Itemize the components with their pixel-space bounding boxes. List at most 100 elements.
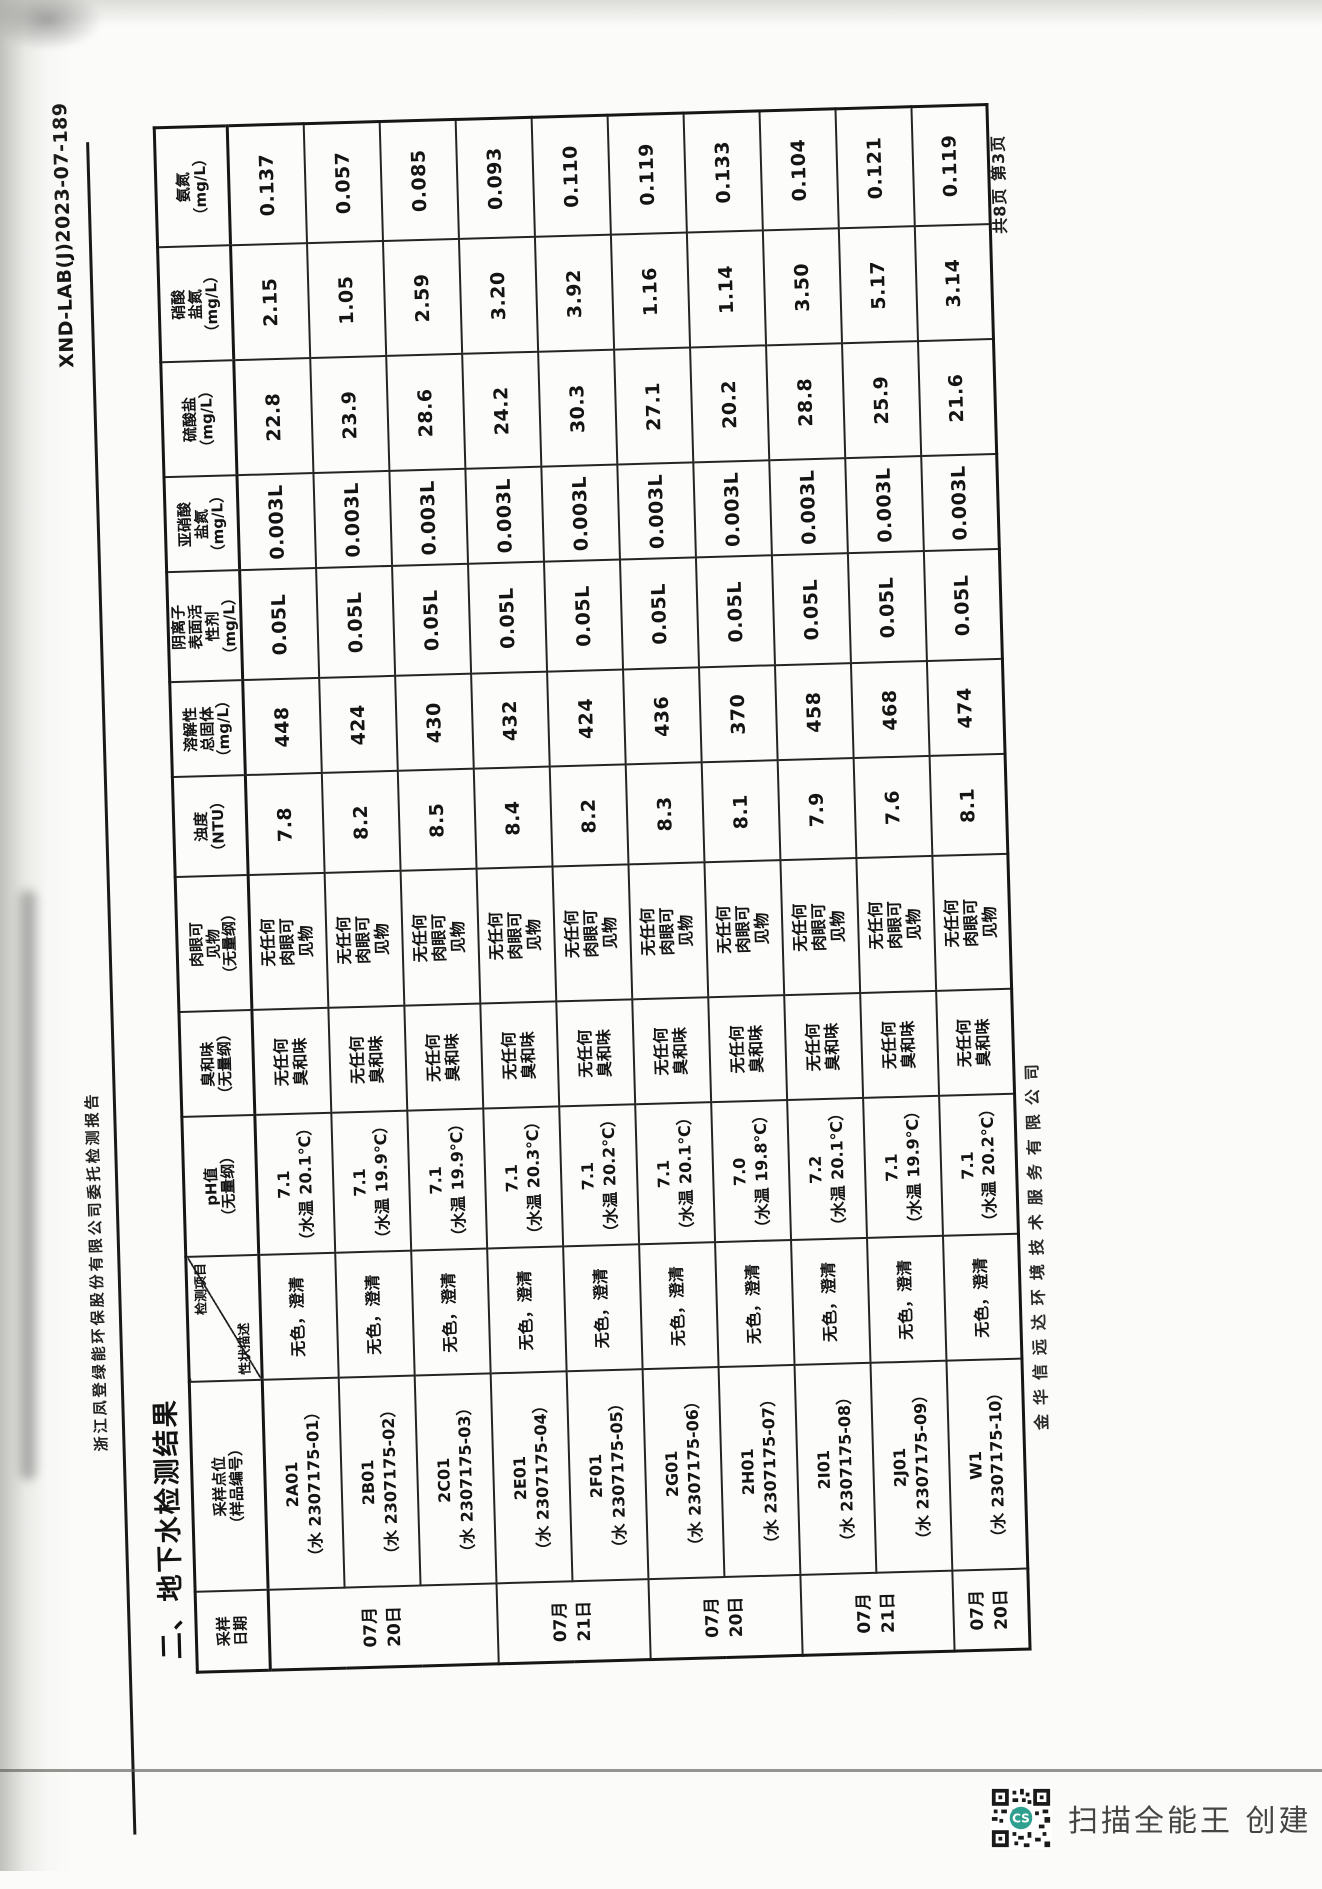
cell-turbidity: 8.1 — [700, 760, 780, 863]
cell-sulfate: 22.8 — [233, 358, 313, 476]
cell-ammonia: 0.085 — [378, 118, 458, 242]
cell-appearance: 无色，澄清 — [562, 1244, 642, 1372]
cell-anionic: 0.05L — [694, 555, 774, 668]
cell-site: 2J01 （水 2307175-09） — [869, 1360, 952, 1573]
cell-odor: 无任何 臭和味 — [555, 999, 635, 1107]
cell-appearance: 无色，澄清 — [714, 1240, 794, 1368]
cell-appearance: 无色，澄清 — [866, 1235, 946, 1363]
cell-anionic: 0.05L — [315, 565, 395, 678]
col-header-anionic: 阴离子 表面活 性剂 （mg/L） — [166, 570, 243, 683]
section-title: 二、地下水检测结果 — [149, 1397, 189, 1660]
col-header-visible: 肉眼可 见物 （无量纲） — [174, 875, 252, 1013]
cell-odor: 无任何 臭和味 — [859, 990, 939, 1098]
qr-cs-logo — [1009, 1806, 1033, 1830]
cell-tds: 430 — [394, 673, 473, 771]
cell-odor: 无任何 臭和味 — [631, 997, 711, 1105]
cell-site: 2F01 （水 2307175-05） — [565, 1369, 648, 1582]
cell-odor: 无任何 臭和味 — [327, 1005, 407, 1113]
scanner-watermark-group: CS 扫描全能王 创建 — [990, 1785, 1320, 1851]
cell-anionic: 0.05L — [618, 557, 699, 670]
cell-visible: 无任何 肉眼可 见物 — [475, 866, 556, 1004]
cell-ammonia: 0.119 — [606, 112, 686, 235]
cell-ammonia: 0.137 — [226, 123, 307, 246]
cell-sulfate: 28.6 — [385, 353, 465, 471]
cell-tds: 370 — [698, 665, 777, 763]
cell-odor: 无任何 臭和味 — [935, 988, 1015, 1096]
cell-ph: 7.2 （水温 20.1℃） — [786, 1097, 867, 1241]
cell-sulfate: 27.1 — [613, 347, 693, 465]
cell-tds: 436 — [622, 667, 701, 765]
scan-smudge — [0, 0, 102, 50]
page-indicator: 共8页 第3页 — [987, 134, 1010, 234]
cell-ph: 7.1 （水温 20.1℃） — [254, 1112, 335, 1255]
cell-ph: 7.1 （水温 20.2℃） — [938, 1093, 1018, 1236]
col-header-nitrite: 亚硝酸 盐氮 （mg/L） — [163, 475, 240, 573]
cell-anionic: 0.05L — [770, 553, 850, 666]
cell-turbidity: 7.8 — [244, 772, 324, 876]
cell-site: 2C01 （水 2307175-03） — [413, 1373, 496, 1586]
cell-tds: 424 — [318, 675, 397, 773]
cell-site: W1 （水 2307175-10） — [945, 1358, 1028, 1571]
cell-ph: 7.1 （水温 19.9℃） — [330, 1110, 411, 1253]
cell-turbidity: 8.5 — [396, 768, 476, 871]
col-header-turbidity: 浊度 （NTU） — [171, 775, 248, 878]
cell-visible: 无任何 肉眼可 见物 — [703, 860, 784, 998]
cell-site: 2G01 （水 2307175-06） — [641, 1367, 724, 1580]
cell-ammonia: 0.057 — [302, 121, 383, 244]
cell-nitrite: 0.003L — [920, 453, 999, 552]
cell-ph: 7.1 （水温 20.3℃） — [482, 1106, 563, 1249]
cell-anionic: 0.05L — [846, 551, 926, 664]
cell-visible: 无任何 肉眼可 见物 — [627, 862, 708, 1000]
cell-nitrate: 3.50 — [761, 228, 842, 346]
cell-anionic: 0.05L — [922, 548, 1002, 661]
cell-tds: 458 — [773, 663, 853, 761]
cell-nitrate: 2.59 — [382, 238, 462, 356]
cell-nitrate: 2.15 — [230, 243, 310, 361]
cell-odor: 无任何 臭和味 — [479, 1001, 559, 1109]
col-header-odor: 臭和味 （无量纲） — [178, 1009, 255, 1117]
cell-tds: 424 — [546, 669, 625, 767]
report-header-company: 浙江凤登绿能环保股份有限公司委托检测报告 — [82, 1090, 111, 1452]
cell-appearance: 无色，澄清 — [258, 1252, 338, 1380]
col-header-tds: 溶解性 总固体 （mg/L） — [169, 680, 245, 778]
cell-nitrite: 0.003L — [236, 473, 316, 571]
col-header-ph: pH值 （无量纲） — [181, 1114, 259, 1257]
cell-turbidity: 7.9 — [776, 758, 856, 861]
scan-streak — [20, 890, 36, 1480]
cell-anionic: 0.05L — [543, 559, 623, 672]
cell-tds: 432 — [470, 671, 549, 769]
cell-ammonia: 0.121 — [834, 106, 914, 229]
cell-ammonia: 0.133 — [682, 110, 762, 233]
cell-anionic: 0.05L — [391, 563, 471, 676]
cell-nitrate: 3.14 — [913, 224, 993, 342]
report-code: XND-LAB(J)2023-07-189 — [48, 101, 78, 368]
cell-sulfate: 30.3 — [537, 349, 617, 467]
cell-date: 07月 21日 — [495, 1579, 650, 1664]
qr-code-icon: CS — [990, 1787, 1052, 1849]
cell-tds: 474 — [925, 658, 1005, 756]
qr-cs-logo-text: CS — [1012, 1811, 1030, 1825]
cell-visible: 无任何 肉眼可 见物 — [931, 853, 1012, 991]
cell-nitrite: 0.003L — [464, 466, 544, 564]
cell-visible: 无任何 肉眼可 见物 — [247, 872, 328, 1010]
cell-turbidity: 8.2 — [548, 764, 628, 867]
cell-ammonia: 0.093 — [454, 116, 534, 239]
cell-site: 2I01 （水 2307175-08） — [793, 1362, 876, 1575]
cell-nitrite: 0.003L — [768, 458, 847, 556]
cell-turbidity: 8.1 — [928, 753, 1008, 856]
cell-date: 07月 20日 — [267, 1583, 498, 1670]
cell-ammonia: 0.104 — [758, 108, 838, 231]
col-header-site: 采样点位 （样品编号） — [188, 1379, 268, 1592]
cell-nitrate: 1.16 — [609, 232, 690, 350]
cell-appearance: 无色，澄清 — [638, 1242, 718, 1370]
cell-sulfate: 28.8 — [765, 343, 845, 461]
cell-appearance: 无色，澄清 — [486, 1246, 566, 1374]
cell-nitrate: 1.14 — [685, 230, 766, 348]
cell-turbidity: 8.2 — [320, 770, 400, 873]
cell-nitrite: 0.003L — [540, 464, 619, 562]
diagonal-label-item: 检测项目 — [192, 1262, 210, 1315]
cell-sulfate: 24.2 — [461, 351, 541, 469]
cell-date: 07月 21日 — [799, 1570, 954, 1655]
cell-ph: 7.0 （水温 19.8℃） — [710, 1100, 791, 1243]
cell-anionic: 0.05L — [467, 561, 547, 674]
